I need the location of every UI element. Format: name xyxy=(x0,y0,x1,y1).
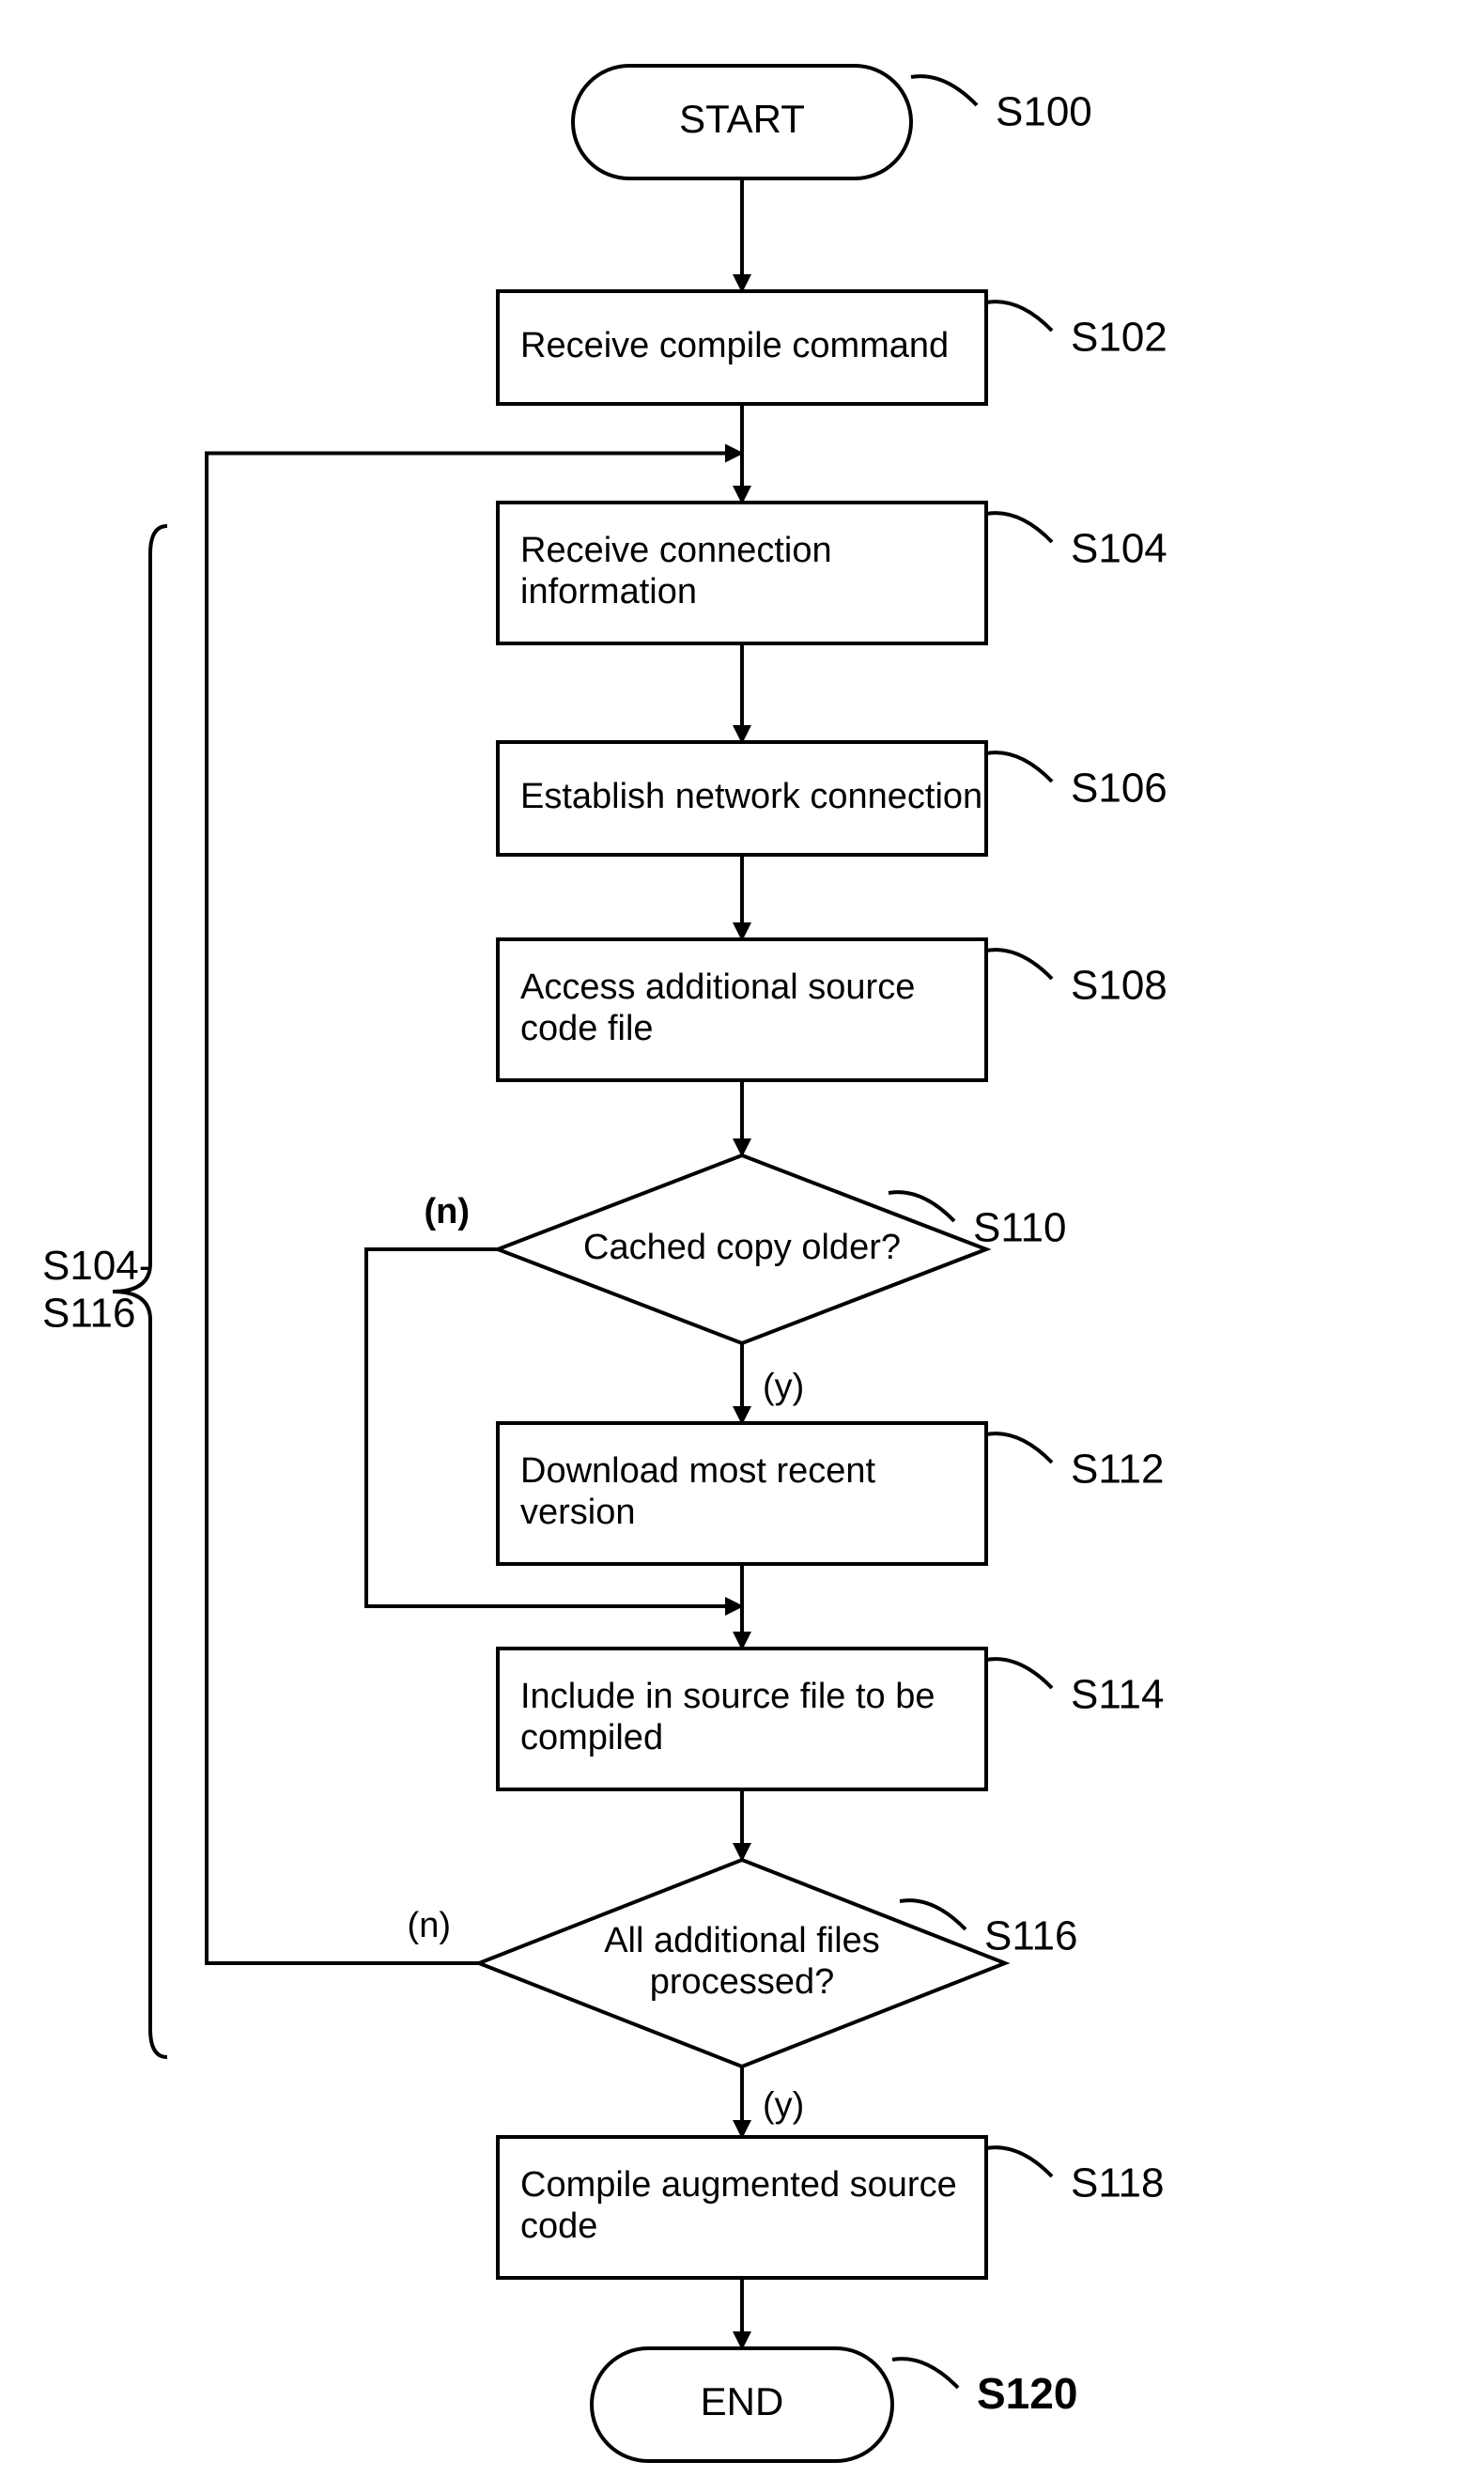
flowchart: STARTS100Receive compile commandS102Rece… xyxy=(0,0,1484,2477)
node-text-s106: Establish network connection xyxy=(520,777,982,816)
step-label: S110 xyxy=(973,1205,1067,1251)
step-label: S118 xyxy=(1071,2160,1165,2206)
step-label: S106 xyxy=(1071,766,1167,812)
step-label: S108 xyxy=(1071,963,1167,1009)
node-text-s110: Cached copy older? xyxy=(583,1228,901,1267)
edge-label: (y) xyxy=(763,2086,804,2126)
node-text-end: END xyxy=(701,2379,784,2423)
step-label: S102 xyxy=(1071,315,1167,361)
step-label: S104 xyxy=(1071,526,1167,572)
step-label: S116 xyxy=(984,1913,1078,1959)
step-label: S112 xyxy=(1071,1447,1165,1493)
edge-label-n: (n) xyxy=(424,1192,470,1231)
step-label: S120 xyxy=(977,2369,1077,2418)
edge-label-n: (n) xyxy=(408,1906,451,1945)
node-text-s102: Receive compile command xyxy=(520,326,949,365)
step-label: S100 xyxy=(996,89,1092,135)
node-text-start: START xyxy=(679,97,805,141)
edge-label: (y) xyxy=(763,1368,804,1407)
step-label: S114 xyxy=(1071,1672,1165,1718)
